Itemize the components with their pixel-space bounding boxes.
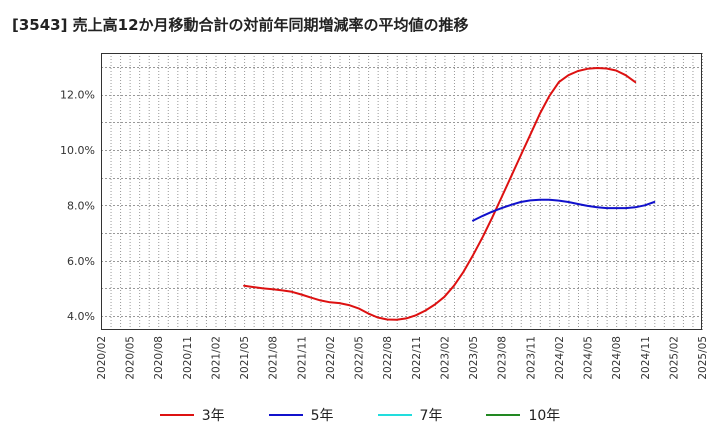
chart-legend: 3年 5年 7年 10年 [0,402,720,428]
legend-swatch-7y [377,414,412,416]
x-tick-label: 2020/11 [182,336,194,380]
series-line-0 [243,67,637,321]
x-tick-label: 2023/08 [497,336,509,380]
x-tick-label: 2020/02 [96,336,108,380]
x-tick-label: 2022/05 [354,336,366,380]
x-tick-label: 2024/05 [583,336,595,380]
legend-item-5y: 5年 [268,405,334,425]
legend-item-7y: 7年 [377,405,443,425]
legend-item-3y: 3年 [159,405,225,425]
y-tick-label: 6.0% [67,255,95,268]
x-tick-label: 2025/02 [668,336,680,380]
x-tick-label: 2023/02 [439,336,451,380]
legend-label-5y: 5年 [310,408,334,424]
x-tick-label: 2020/05 [125,336,137,380]
x-tick-label: 2022/11 [411,336,423,380]
x-tick-label: 2023/05 [468,336,480,380]
x-tick-label: 2024/11 [640,336,652,380]
x-tick-label: 2021/11 [296,336,308,380]
legend-swatch-10y [486,414,521,416]
x-tick-label: 2024/02 [554,336,566,380]
legend-label-10y: 10年 [528,408,561,424]
x-tick-label: 2022/02 [325,336,337,380]
x-tick-label: 2021/08 [268,336,280,380]
plot-area [101,53,702,330]
legend-swatch-3y [159,414,194,416]
chart-title: [3543] 売上高12か月移動合計の対前年同期増減率の平均値の推移 [12,16,469,34]
y-tick-label: 8.0% [67,199,95,212]
legend-swatch-5y [268,414,303,416]
x-tick-label: 2023/11 [525,336,537,380]
x-tick-label: 2022/08 [382,336,394,380]
plot-border [101,53,702,330]
x-tick-label: 2025/05 [697,336,709,380]
y-tick-label: 12.0% [60,89,95,102]
legend-label-3y: 3年 [201,408,225,424]
x-tick-label: 2020/08 [153,336,165,380]
x-tick-label: 2024/08 [611,336,623,380]
y-tick-label: 4.0% [67,310,95,323]
legend-label-7y: 7年 [419,408,443,424]
legend-item-10y: 10年 [486,405,560,425]
x-tick-label: 2021/05 [239,336,251,380]
series-line-1 [472,198,656,222]
y-tick-label: 10.0% [60,144,95,157]
x-tick-label: 2021/02 [210,336,222,380]
